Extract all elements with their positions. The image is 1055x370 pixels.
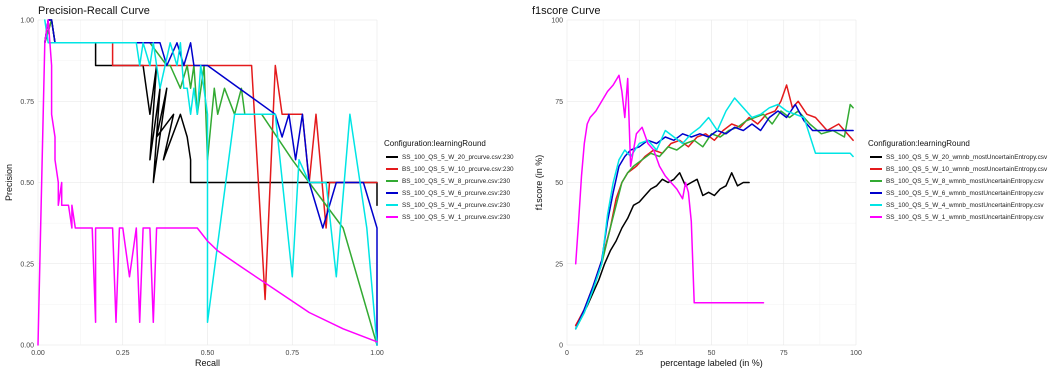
pr-x-axis-label: Recall — [195, 358, 220, 368]
f1-x-tick: 50 — [708, 350, 716, 357]
pr-x-tick: 0.50 — [201, 350, 215, 357]
precision-recall-chart: Precision-Recall Curve 0.00 0.25 0.50 0.75 1.… — [4, 5, 514, 368]
pr-y-axis-label: Precision — [4, 164, 14, 201]
pr-title: Precision-Recall Curve — [38, 5, 150, 17]
f1-legend-label-0: SS_100_QS_5_W_20_wmnb_mostUncertainEntro… — [886, 154, 1048, 161]
pr-legend-label-5: SS_100_QS_5_W_1_prcurve.csv:230 — [402, 214, 510, 221]
pr-series-line-4 — [44, 19, 378, 346]
f1-legend-label-1: BS_100_QS_5_W_10_wmnb_mostUncertainEntro… — [886, 166, 1048, 173]
f1score-chart: f1score Curve 0 25 50 75 100 0 25 50 75 100 percent… — [532, 5, 1048, 368]
pr-y-tick: 0.75 — [20, 99, 34, 106]
pr-legend-label-3: SS_100_QS_5_W_6_prcurve.csv:230 — [402, 190, 510, 197]
f1-y-tick: 0 — [559, 343, 563, 350]
f1-y-axis-label: f1score (in %) — [534, 155, 544, 211]
pr-y-tick: 0.50 — [20, 180, 34, 187]
f1-series-line-2 — [574, 103, 854, 330]
f1-plot-area — [574, 74, 854, 330]
f1-title: f1score Curve — [532, 5, 600, 17]
pr-series-line-2 — [44, 19, 378, 346]
f1-legend-label-4: SS_100_QS_5_W_4_wmnb_mostUncertainEntrop… — [886, 202, 1044, 209]
pr-legend: Configuration:learningRound SS_100_QS_5_W… — [384, 139, 514, 221]
f1-series-line-3 — [574, 103, 854, 330]
f1score-panel: f1score Curve 0 25 50 75 100 0 25 50 75 100 percent… — [530, 0, 1055, 370]
pr-series-line-0 — [44, 19, 378, 207]
f1-series-line-4 — [574, 97, 854, 330]
f1-y-tick: 100 — [551, 18, 563, 25]
f1-y-tick: 25 — [555, 261, 563, 268]
pr-plot-area — [37, 19, 378, 346]
pr-legend-label-1: BS_100_QS_5_W_10_prcurve.csv:230 — [402, 166, 514, 173]
pr-x-tick: 1.00 — [370, 350, 384, 357]
f1-legend-label-2: BS_100_QS_5_W_8_wmnb_mostUncertainEntrop… — [886, 178, 1044, 185]
f1-x-axis-label: percentage labeled (in %) — [660, 358, 763, 368]
f1-legend-label-5: SS_100_QS_5_W_1_wmnb_mostUncertainEntrop… — [886, 214, 1044, 221]
f1-x-tick: 75 — [780, 350, 788, 357]
pr-series-line-5 — [37, 19, 378, 346]
pr-x-tick: 0.75 — [285, 350, 299, 357]
f1-series-line-5 — [574, 74, 765, 304]
pr-legend-label-0: SS_100_QS_5_W_20_prcurve.csv:230 — [402, 154, 514, 161]
pr-legend-title: Configuration:learningRound — [384, 139, 486, 148]
f1-x-tick: 25 — [635, 350, 643, 357]
f1-series-line-1 — [574, 84, 854, 327]
f1-legend-title: Configuration:learningRound — [868, 139, 970, 148]
precision-recall-panel: Precision-Recall Curve 0.00 0.25 0.50 0.75 1.… — [4, 5, 514, 368]
pr-legend-label-2: BS_100_QS_5_W_8_prcurve.csv:230 — [402, 178, 510, 185]
f1-grid — [566, 19, 857, 346]
f1-y-tick: 75 — [555, 99, 563, 106]
pr-legend-label-4: SS_100_QS_5_W_4_prcurve.csv:230 — [402, 202, 510, 209]
f1-x-tick: 0 — [565, 350, 569, 357]
pr-series-line-1 — [44, 19, 378, 301]
pr-x-tick: 0.00 — [31, 350, 45, 357]
f1-x-tick: 100 — [850, 350, 862, 357]
f1-legend: Configuration:learningRound SS_100_QS_5_W… — [868, 139, 1048, 221]
pr-y-tick: 1.00 — [20, 18, 34, 25]
pr-y-tick: 0.00 — [20, 343, 34, 350]
f1-y-tick: 50 — [555, 180, 563, 187]
f1-legend-label-3: SS_100_QS_5_W_6_wmnb_mostUncertainEntrop… — [886, 190, 1044, 197]
pr-y-tick: 0.25 — [20, 261, 34, 268]
f1-series-line-0 — [574, 172, 750, 327]
pr-x-tick: 0.25 — [116, 350, 130, 357]
